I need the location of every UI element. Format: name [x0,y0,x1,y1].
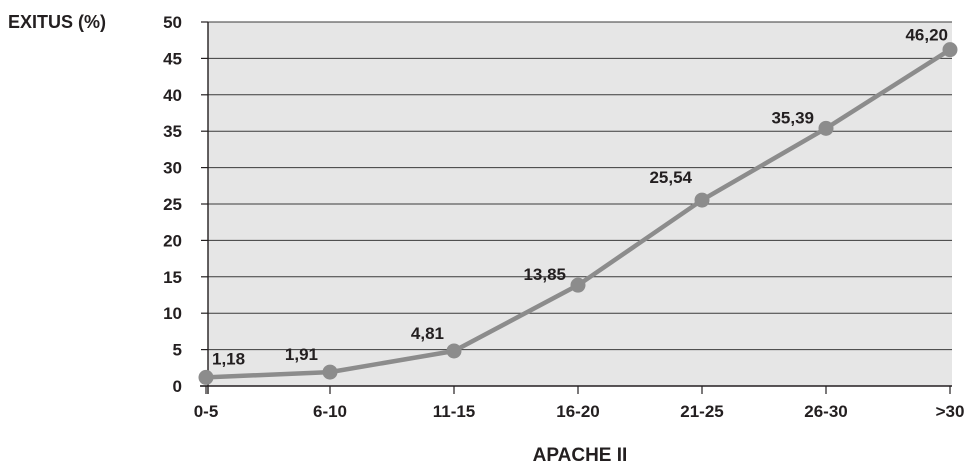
y-axis-label: EXITUS (%) [8,12,106,32]
data-point [198,369,214,385]
y-tick-label: 35 [163,122,182,141]
x-tick-label: 26-30 [804,402,847,421]
x-tick-label: 11-15 [433,402,476,421]
x-tick-label: 6-10 [313,402,347,421]
x-tick-label: 16-20 [556,402,599,421]
data-label: 13,85 [523,265,566,284]
y-tick-label: 10 [163,304,182,323]
y-tick-label: 40 [163,86,182,105]
data-point [446,343,462,359]
data-point [694,192,710,208]
y-tick-label: 20 [163,231,182,250]
x-tick-label: 0-5 [194,402,219,421]
y-tick-label: 15 [163,268,182,287]
data-label: 1,18 [212,349,245,368]
data-point [818,120,834,136]
x-tick-label: >30 [936,402,965,421]
x-tick-label: 21-25 [680,402,723,421]
y-tick-label: 50 [163,13,182,32]
y-tick-label: 25 [163,195,182,214]
y-tick-labels: 0 5 10 15 20 25 30 35 40 45 50 [163,13,182,396]
x-axis-label: APACHE II [533,445,628,466]
data-label: 35,39 [771,108,814,127]
data-label: 25,54 [649,168,692,187]
x-tick-labels: 0-5 6-10 11-15 16-20 21-25 26-30 >30 [194,402,965,421]
data-label: 4,81 [411,324,444,343]
data-points [198,42,958,385]
y-tick-label: 0 [173,377,182,396]
data-label: 46,20 [905,26,948,45]
data-point [570,277,586,293]
data-point [942,42,958,58]
y-tick-label: 5 [173,341,182,360]
y-tick-label: 45 [163,49,182,68]
y-tick-label: 30 [163,159,182,178]
data-labels: 1,18 1,91 4,81 13,85 25,54 35,39 46,20 [212,26,948,369]
axes [200,21,952,394]
data-point [322,364,338,380]
data-label: 1,91 [285,345,318,364]
